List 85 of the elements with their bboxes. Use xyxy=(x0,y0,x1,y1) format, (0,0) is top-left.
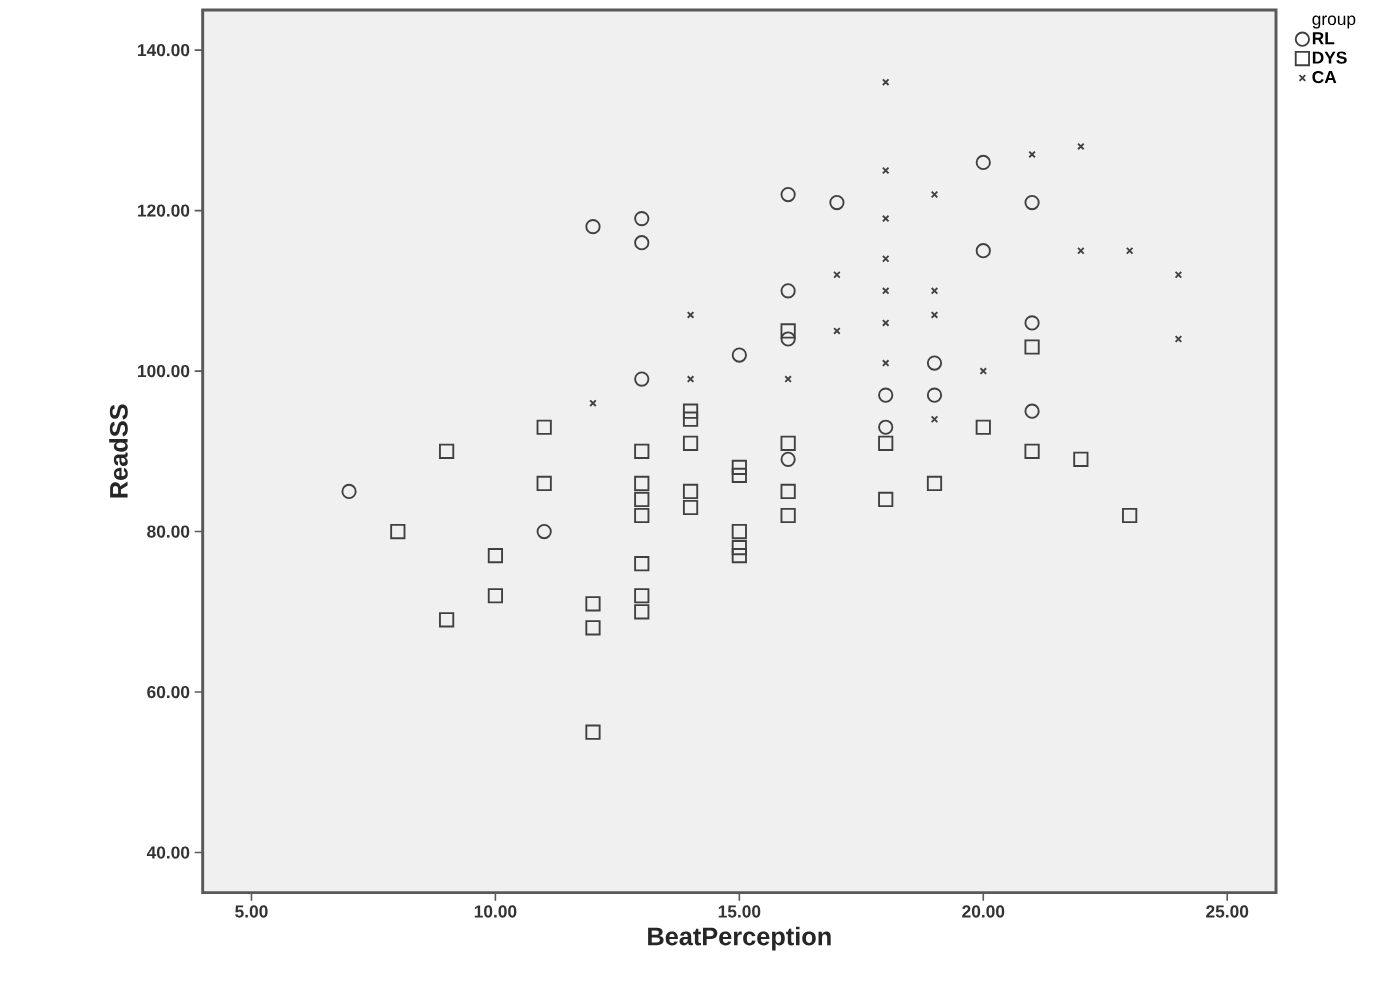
point xyxy=(682,483,699,500)
point xyxy=(829,194,845,211)
point xyxy=(780,483,796,500)
point xyxy=(731,347,747,363)
point xyxy=(1122,507,1138,524)
point xyxy=(926,387,943,403)
legend-label: CA xyxy=(1312,70,1337,84)
point xyxy=(439,443,455,459)
point xyxy=(926,475,943,492)
point xyxy=(682,403,699,419)
point xyxy=(634,211,650,227)
y-axis-title: ReadSS xyxy=(109,404,128,498)
point xyxy=(634,371,650,387)
point xyxy=(682,499,699,516)
x-tick-label: 20.00 xyxy=(962,905,1005,918)
legend-label: RL xyxy=(1312,32,1335,45)
point xyxy=(634,491,650,508)
point xyxy=(585,219,601,235)
point xyxy=(780,186,796,203)
y-tick-label: 40.00 xyxy=(146,846,190,859)
point xyxy=(634,556,650,572)
point xyxy=(780,323,796,339)
point xyxy=(833,327,841,335)
point xyxy=(682,411,699,427)
point xyxy=(731,523,747,540)
point xyxy=(780,331,796,347)
point xyxy=(634,604,650,620)
y-tick-label: 60.00 xyxy=(147,685,190,699)
point xyxy=(975,243,991,259)
point xyxy=(731,459,747,475)
x-tick-label: 25.00 xyxy=(1206,905,1249,918)
point xyxy=(1024,315,1040,331)
point xyxy=(585,620,601,636)
point xyxy=(1073,451,1089,467)
point xyxy=(975,419,991,435)
x-tick-label: 10.00 xyxy=(474,905,517,918)
point xyxy=(780,507,796,524)
point xyxy=(731,540,747,556)
x-axis-title: BeatPerception xyxy=(648,926,831,951)
point xyxy=(784,375,792,383)
point xyxy=(881,214,890,223)
point xyxy=(536,523,552,540)
point xyxy=(878,419,894,435)
point xyxy=(926,355,943,371)
point xyxy=(780,435,796,451)
point xyxy=(930,415,939,423)
y-tick-label: 120.00 xyxy=(138,204,190,217)
point xyxy=(390,523,406,540)
point xyxy=(930,190,939,199)
point xyxy=(1024,339,1040,355)
point xyxy=(780,451,796,467)
point xyxy=(487,588,504,604)
point xyxy=(780,283,796,299)
point xyxy=(878,435,894,451)
point xyxy=(682,435,699,451)
point xyxy=(585,724,601,740)
point xyxy=(975,154,991,171)
x-tick-label: 15.00 xyxy=(718,905,761,918)
point xyxy=(536,475,552,492)
point xyxy=(634,235,650,251)
y-tick-label: 80.00 xyxy=(147,525,190,538)
point xyxy=(1024,194,1040,211)
point xyxy=(341,483,357,500)
point xyxy=(731,548,747,564)
point xyxy=(881,166,890,175)
point xyxy=(634,475,650,492)
point xyxy=(585,596,601,612)
point xyxy=(634,507,650,524)
y-tick-label: 100.00 xyxy=(138,364,190,378)
point xyxy=(833,271,841,279)
point xyxy=(1024,443,1040,459)
point xyxy=(878,387,894,403)
point xyxy=(439,612,455,628)
point xyxy=(487,548,504,564)
y-tick-label: 140.00 xyxy=(138,43,190,57)
legend-label: DYS xyxy=(1312,51,1347,64)
point xyxy=(634,443,650,459)
x-tick-label: 5.00 xyxy=(235,905,268,918)
point xyxy=(536,419,552,435)
point xyxy=(634,588,650,604)
point xyxy=(878,491,894,508)
point xyxy=(589,399,597,407)
legend-title: group xyxy=(1312,15,1356,29)
point xyxy=(1024,403,1040,419)
point xyxy=(731,467,747,483)
